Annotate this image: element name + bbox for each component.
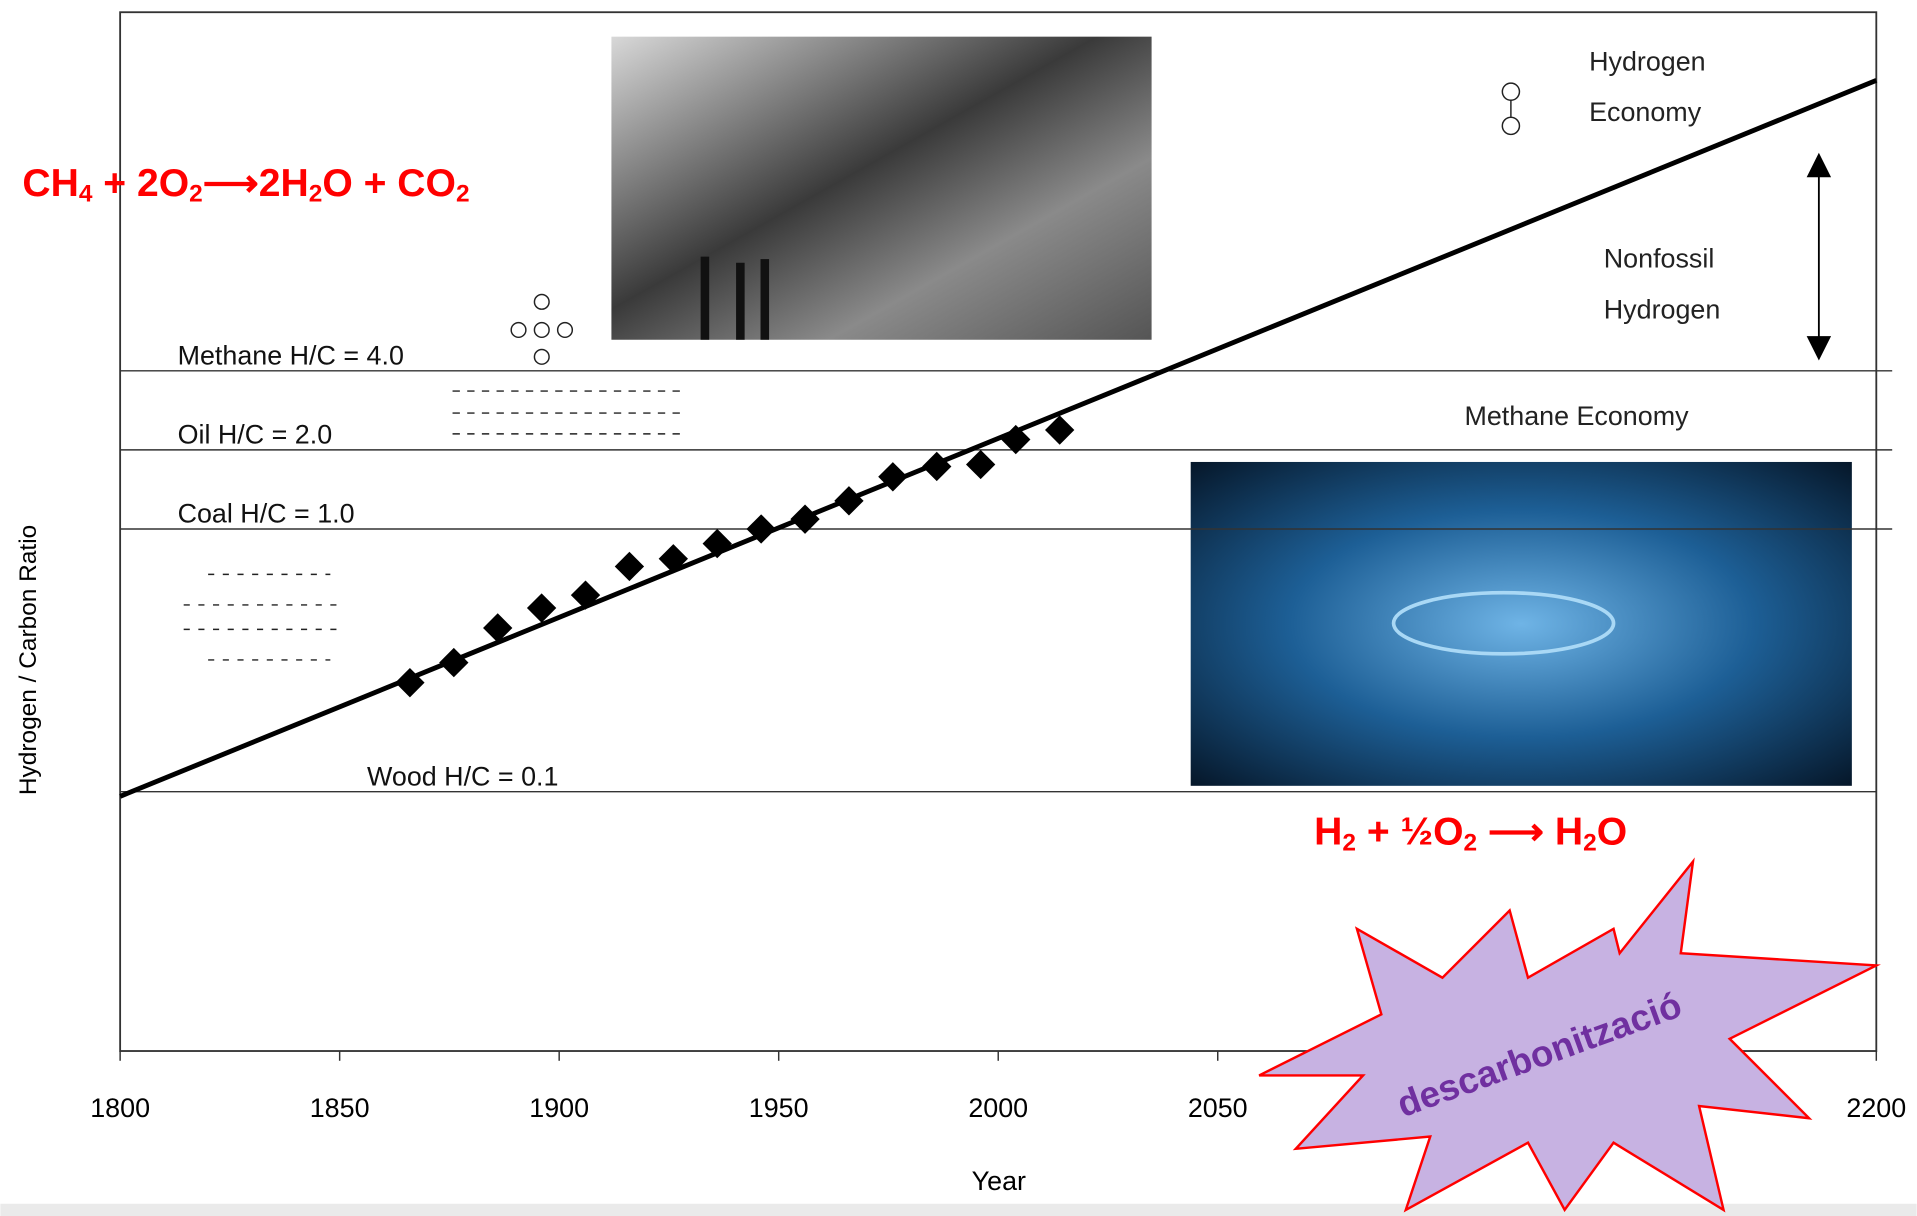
x-axis-label: Year [972, 1166, 1026, 1196]
hydrogen-economy-label: Hydrogen [1589, 47, 1706, 77]
y-axis-label: Hydrogen / Carbon Ratio [15, 525, 42, 795]
x-tick-label: 2000 [968, 1093, 1028, 1123]
x-tick-label: 1950 [749, 1093, 809, 1123]
eq-sub: 2 [456, 181, 470, 208]
range-arrow [1807, 153, 1831, 361]
x-tick-label: 1850 [310, 1093, 370, 1123]
eq-part: + 2O [92, 162, 189, 205]
hydrogen-economy-label: Economy [1589, 97, 1702, 127]
eq-sub: 2 [1583, 830, 1597, 857]
data-point [615, 552, 644, 581]
eq-part: H [1314, 811, 1342, 854]
equation-1: CH4 + 2O2⟶2H2O + CO2 [22, 162, 469, 208]
page: {"chart_data": {"type": "scatter", "x_la… [0, 0, 1917, 1216]
eq-part: CH [22, 162, 78, 205]
eq-part: 2H [259, 162, 309, 205]
level-label: Methane H/C = 4.0 [178, 340, 404, 370]
eq-sub: 2 [1342, 830, 1356, 857]
eq-part: O [1433, 811, 1463, 854]
chart: CH4 + 2O2⟶2H2O + CO2 H2 + ½O2 ⟶ H2O Hydr… [0, 0, 1917, 1216]
x-tick-label: 1900 [529, 1093, 589, 1123]
eq-part: + [1356, 811, 1401, 854]
nonfossil-label: Hydrogen [1604, 295, 1721, 325]
eq-part: O [1597, 811, 1627, 854]
x-tick-label: 2200 [1846, 1093, 1906, 1123]
water-photo [1191, 462, 1852, 786]
level-label: Coal H/C = 1.0 [178, 499, 355, 529]
eq-arrow: ⟶ [1477, 811, 1555, 854]
x-tick-label: 1800 [90, 1093, 150, 1123]
x-tick-label: 2050 [1188, 1093, 1248, 1123]
methane-economy-label: Methane Economy [1464, 401, 1689, 431]
footer-band [0, 1204, 1916, 1216]
nonfossil-label: Nonfossil [1604, 243, 1715, 273]
equation-2: H2 + ½O2 ⟶ H2O [1314, 811, 1627, 857]
eq-sub: 2 [309, 181, 323, 208]
data-point [966, 450, 995, 479]
eq-sub: 2 [1464, 830, 1478, 857]
eq-part: ½ [1401, 811, 1434, 854]
smoke-photo [611, 37, 1151, 340]
eq-part: O + CO [322, 162, 456, 205]
level-label: Oil H/C = 2.0 [178, 420, 333, 450]
eq-sub: 4 [79, 181, 93, 208]
eq-arrow: ⟶ [203, 162, 259, 205]
eq-part: H [1555, 811, 1583, 854]
badge: descarbonització [1259, 862, 1876, 1210]
eq-sub: 2 [189, 181, 203, 208]
level-label: Wood H/C = 0.1 [367, 761, 558, 791]
